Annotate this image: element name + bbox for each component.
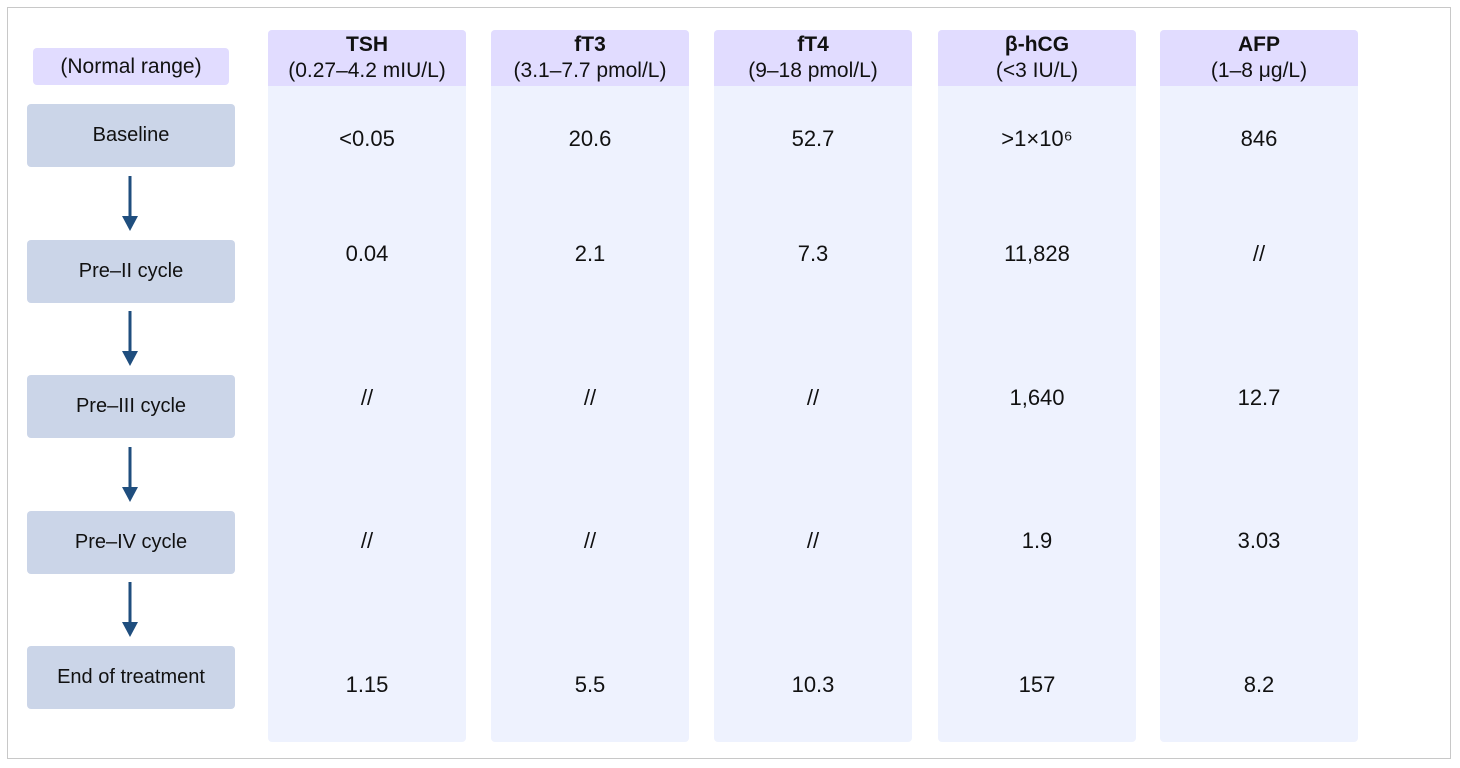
- stage-end-of-treatment: End of treatment: [27, 646, 235, 709]
- value-cell: //: [360, 528, 374, 553]
- value-cell: 1.9: [1021, 528, 1053, 553]
- column-range: (9–18 pmol/L): [748, 59, 878, 82]
- column-range: (1–8 μg/L): [1210, 59, 1308, 82]
- value-cell: 5.5: [574, 672, 606, 697]
- stage-pre-iii-cycle: Pre–III cycle: [27, 375, 235, 438]
- column-ft3: fT3 (3.1–7.7 pmol/L) 20.6 2.1 // // 5.5: [491, 30, 689, 742]
- column-header: TSH (0.27–4.2 mIU/L): [268, 30, 466, 86]
- value-cell: 7.3: [797, 241, 829, 266]
- down-arrow-icon: [122, 582, 138, 637]
- value-cell: 0.04: [345, 241, 389, 266]
- column-range: (3.1–7.7 pmol/L): [513, 59, 667, 82]
- column-header: AFP (1–8 μg/L): [1160, 30, 1358, 86]
- value-cell: 52.7: [791, 126, 835, 151]
- column-range: (0.27–4.2 mIU/L): [288, 59, 446, 82]
- column-ft4: fT4 (9–18 pmol/L) 52.7 7.3 // // 10.3: [714, 30, 912, 742]
- value-cell: //: [583, 528, 597, 553]
- value-cell: //: [806, 385, 820, 410]
- value-cell: //: [360, 385, 374, 410]
- value-cell: 846: [1240, 126, 1278, 151]
- value-cell: 10.3: [791, 672, 835, 697]
- stage-baseline: Baseline: [27, 104, 235, 167]
- value-cell: 12.7: [1237, 385, 1281, 410]
- column-name: AFP: [1238, 33, 1280, 56]
- down-arrow-icon: [122, 447, 138, 502]
- column-tsh: TSH (0.27–4.2 mIU/L) <0.05 0.04 // // 1.…: [268, 30, 466, 742]
- column-header: fT4 (9–18 pmol/L): [714, 30, 912, 86]
- stage-pre-ii-cycle: Pre–II cycle: [27, 240, 235, 303]
- column-name: β-hCG: [1004, 33, 1070, 56]
- value-cell: //: [806, 528, 820, 553]
- normal-range-label: (Normal range): [33, 48, 229, 85]
- value-cell: //: [583, 385, 597, 410]
- column-header: β-hCG (<3 IU/L): [938, 30, 1136, 86]
- value-cell: 3.03: [1237, 528, 1281, 553]
- down-arrow-icon: [122, 311, 138, 366]
- value-cell: 8.2: [1243, 672, 1275, 697]
- value-cell: 157: [1018, 672, 1056, 697]
- stage-pre-iv-cycle: Pre–IV cycle: [27, 511, 235, 574]
- value-cell: //: [1252, 241, 1266, 266]
- value-cell: <0.05: [339, 126, 395, 151]
- column-afp: AFP (1–8 μg/L) 846 // 12.7 3.03 8.2: [1160, 30, 1358, 742]
- value-cell: >1×10⁶: [1001, 126, 1073, 151]
- column-header: fT3 (3.1–7.7 pmol/L): [491, 30, 689, 86]
- column-range: (<3 IU/L): [995, 59, 1079, 82]
- column-name: TSH: [346, 33, 388, 56]
- value-cell: 1.15: [345, 672, 389, 697]
- column-beta-hcg: β-hCG (<3 IU/L) >1×10⁶ 11,828 1,640 1.9 …: [938, 30, 1136, 742]
- value-cell: 1,640: [1009, 385, 1065, 410]
- value-cell: 2.1: [574, 241, 606, 266]
- column-name: fT3: [574, 33, 606, 56]
- value-cell: 11,828: [1004, 241, 1070, 266]
- down-arrow-icon: [122, 176, 138, 231]
- value-cell: 20.6: [568, 126, 612, 151]
- column-name: fT4: [797, 33, 829, 56]
